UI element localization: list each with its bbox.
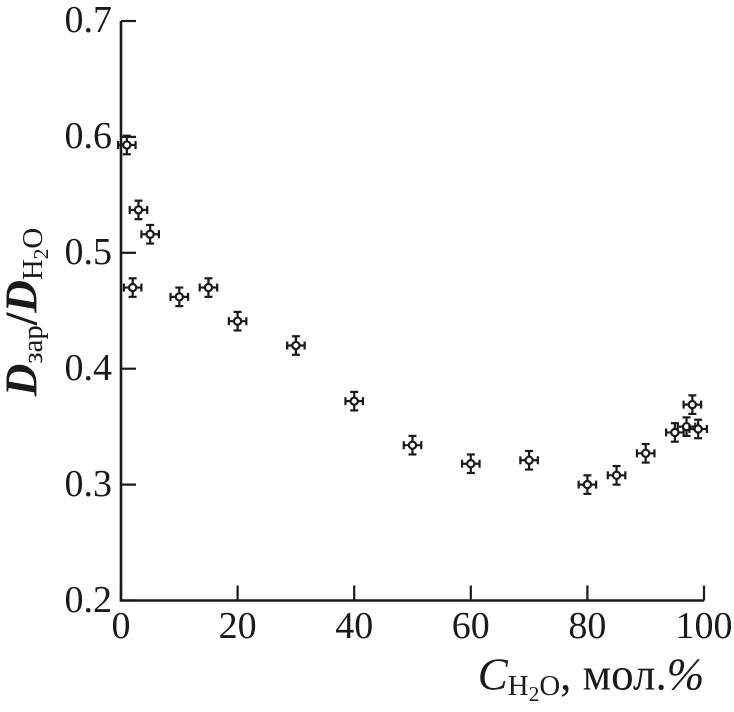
marker-circle <box>133 205 144 215</box>
y-axis-label: Dзар/DH2O <box>0 228 53 396</box>
label-segment: 2 <box>528 682 540 707</box>
data-point <box>227 310 248 332</box>
label-segment: / <box>0 312 47 326</box>
marker-circle <box>203 282 214 293</box>
y-tick-label: 0.5 <box>64 230 113 273</box>
data-point <box>682 394 703 416</box>
marker-circle <box>687 399 698 410</box>
y-tick-label: 0.3 <box>64 462 113 505</box>
data-point <box>128 199 149 221</box>
label-segment: C <box>477 649 508 700</box>
marker-circle <box>641 448 651 459</box>
label-segment: % <box>666 649 705 700</box>
marker-circle <box>291 340 301 351</box>
x-tick-label: 0 <box>111 605 131 647</box>
marker-circle <box>122 140 132 150</box>
x-tick-label: 60 <box>451 605 490 647</box>
marker-circle <box>145 229 155 239</box>
data-point <box>665 422 685 443</box>
data-point <box>519 449 539 471</box>
label-segment: 2 <box>29 248 54 260</box>
marker-circle <box>693 424 703 434</box>
marker-circle <box>127 282 138 293</box>
data-point <box>577 474 598 495</box>
data-point <box>122 277 143 298</box>
x-tick-label: 20 <box>218 605 257 647</box>
marker-circle <box>582 479 593 490</box>
x-axis-label: CH2O, мол.% <box>478 652 705 705</box>
data-point <box>460 453 481 475</box>
marker-circle <box>349 396 359 406</box>
y-tick-label: 0.4 <box>64 346 113 389</box>
data-point <box>344 390 365 412</box>
data-point <box>688 418 709 440</box>
data-point <box>198 277 219 298</box>
marker-circle <box>524 455 534 465</box>
label-segment: D <box>0 363 47 397</box>
x-tick-label: 40 <box>335 605 374 647</box>
marker-circle <box>232 316 243 326</box>
label-segment: O <box>539 670 561 703</box>
data-point <box>402 434 423 456</box>
y-tick-label: 0.2 <box>64 578 113 621</box>
label-segment: O <box>17 227 50 249</box>
data-point <box>606 464 627 486</box>
marker-circle <box>670 427 680 438</box>
data-point <box>286 335 306 356</box>
data-point <box>116 134 137 156</box>
label-segment: H <box>17 259 50 281</box>
x-tick-label: 80 <box>568 605 607 647</box>
x-tick-label: 100 <box>675 605 733 647</box>
marker-circle <box>174 292 184 302</box>
axes <box>119 21 704 602</box>
label-segment: H <box>507 670 529 703</box>
marker-circle <box>611 470 622 481</box>
marker-circle <box>466 459 476 469</box>
label-segment: D <box>0 280 47 313</box>
y-tick-label: 0.7 <box>64 0 113 41</box>
label-segment: , мол. <box>560 649 667 700</box>
label-segment: зар <box>17 325 50 364</box>
marker-circle <box>407 440 418 450</box>
data-point <box>635 442 656 464</box>
data-point <box>140 223 160 245</box>
y-tick-label: 0.6 <box>64 114 113 157</box>
data-point <box>169 286 190 308</box>
